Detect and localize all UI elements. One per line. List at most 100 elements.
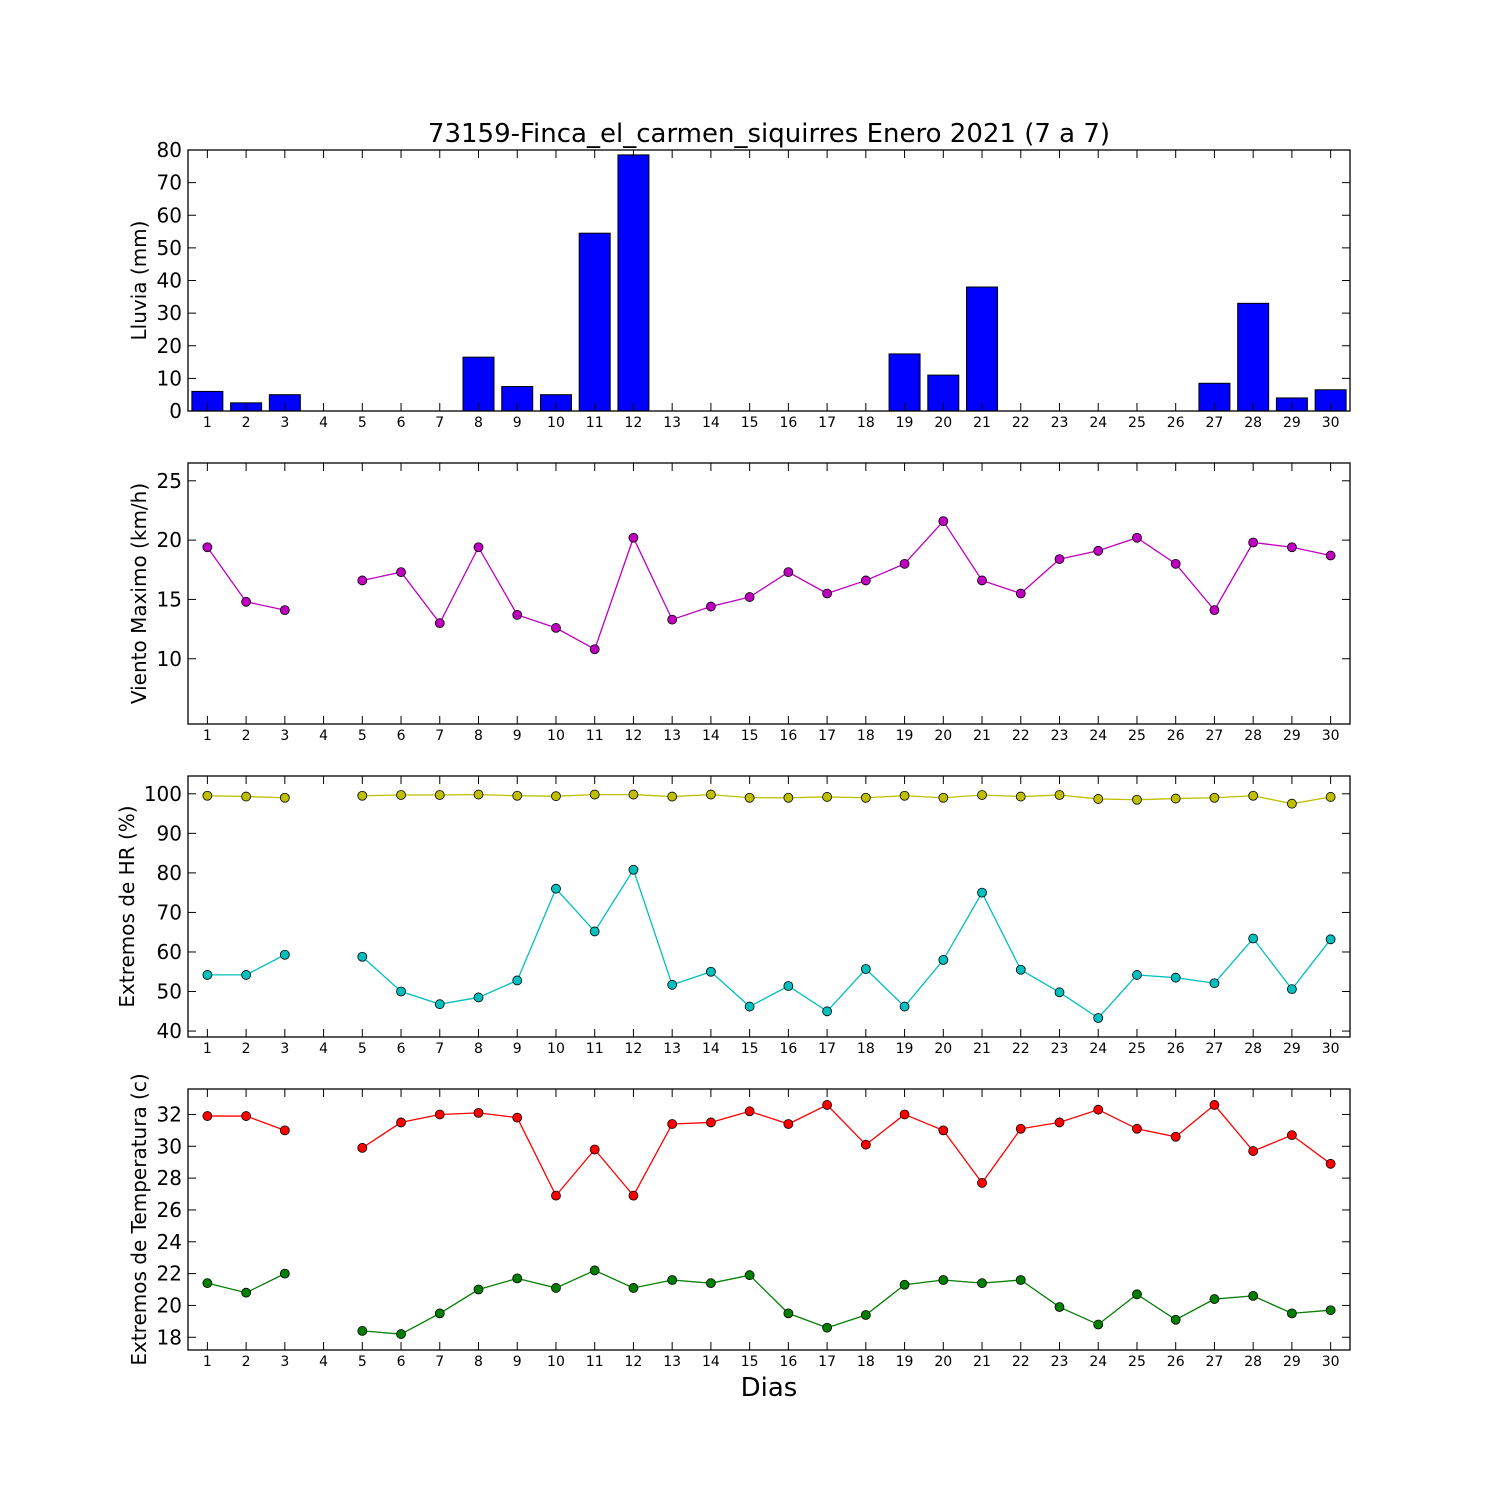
series-1-point-day-23 — [1054, 1117, 1065, 1128]
series-1-point-day-25 — [1132, 532, 1142, 543]
series-1-point-day-19 — [899, 1109, 910, 1120]
series-1-point-day-15 — [744, 1106, 755, 1117]
series-1-point-day-12 — [628, 532, 639, 543]
series-2-point-day-7 — [434, 1308, 445, 1319]
series-2-point-day-17 — [822, 1322, 832, 1333]
ytick-label: 90 — [157, 821, 182, 845]
series-1-point-day-7 — [434, 1109, 445, 1120]
ytick-label: 80 — [157, 138, 182, 162]
plot-frame — [187, 1088, 1351, 1351]
xtick-label: 25 — [1128, 415, 1146, 431]
xtick-label: 26 — [1167, 415, 1185, 431]
xtick-label: 27 — [1206, 1041, 1224, 1057]
series-2-point-day-27 — [1209, 978, 1220, 989]
series-1-point-day-24 — [1093, 1104, 1104, 1115]
series-1-line — [361, 1103, 1332, 1197]
series-1-point-day-11 — [589, 1144, 600, 1155]
series-1-point-day-27 — [1209, 792, 1220, 803]
series-2-point-day-23 — [1054, 1302, 1065, 1312]
xtick-label: 1 — [203, 415, 212, 431]
series-1-point-day-11 — [589, 644, 600, 655]
series-1-point-day-15 — [744, 592, 755, 602]
series-2-point-day-18 — [860, 1310, 871, 1320]
xtick-label: 11 — [586, 415, 604, 431]
series-1-line — [362, 793, 1331, 805]
xtick-label: 6 — [397, 415, 406, 431]
xtick-label: 29 — [1283, 728, 1301, 744]
series-2-point-day-17 — [822, 1006, 832, 1017]
series-2-point-day-13 — [667, 979, 678, 990]
xtick-label: 10 — [547, 1041, 565, 1057]
xtick-label: 30 — [1322, 1354, 1340, 1370]
xtick-label: 21 — [973, 1354, 991, 1370]
series-1-point-day-1 — [202, 542, 213, 553]
xtick-label: 29 — [1283, 1041, 1301, 1057]
series-2-point-day-25 — [1132, 970, 1142, 980]
xtick-label: 9 — [513, 728, 522, 744]
xtick-label: 12 — [625, 1041, 643, 1057]
ytick-label: 30 — [157, 301, 182, 325]
xtick-label: 12 — [625, 728, 643, 744]
series-1-point-day-26 — [1170, 1131, 1181, 1142]
series-1-point-day-23 — [1054, 554, 1065, 564]
series-2-point-day-28 — [1248, 1290, 1259, 1301]
xtick-label: 26 — [1167, 728, 1185, 744]
series-2-point-day-10 — [551, 1283, 561, 1293]
ytick-label: 60 — [157, 203, 182, 227]
xtick-label: 28 — [1244, 1041, 1262, 1057]
ytick-label: 100 — [144, 782, 182, 806]
xtick-label: 4 — [319, 728, 328, 744]
series-1-point-day-3 — [279, 1125, 290, 1136]
xtick-label: 9 — [513, 415, 522, 431]
xtick-label: 13 — [663, 1041, 681, 1057]
series-1-point-day-21 — [977, 1177, 987, 1188]
series-1-point-day-12 — [628, 789, 639, 800]
series-1-point-day-6 — [396, 790, 406, 800]
series-2-point-day-2 — [241, 1287, 252, 1298]
series-1-line — [362, 520, 1331, 651]
series-2-line — [361, 868, 1332, 1019]
series-1-point-day-18 — [860, 1139, 871, 1150]
series-2-point-day-3 — [279, 1268, 290, 1279]
xtick-label: 16 — [779, 1354, 797, 1370]
series-1-point-day-28 — [1248, 790, 1259, 801]
xtick-label: 27 — [1206, 1354, 1224, 1370]
series-2-point-day-29 — [1287, 1308, 1297, 1319]
series-1-point-day-22 — [1015, 791, 1026, 802]
series-2-point-day-25 — [1132, 1289, 1142, 1300]
ytick-label: 40 — [157, 1019, 182, 1043]
series-2-point-day-11 — [589, 1265, 600, 1276]
series-1-point-day-17 — [822, 792, 832, 802]
bar-day-8 — [462, 356, 495, 412]
ytick-label: 22 — [157, 1262, 182, 1286]
xtick-label: 2 — [242, 1354, 251, 1370]
xtick-label: 1 — [203, 728, 212, 744]
series-1-point-day-22 — [1015, 1123, 1026, 1134]
xtick-label: 2 — [242, 1041, 251, 1057]
series-1-point-day-13 — [667, 614, 678, 625]
ytick-label: 18 — [157, 1325, 182, 1349]
series-2-point-day-12 — [628, 1283, 639, 1293]
series-2-point-day-5 — [357, 951, 368, 962]
series-2-point-day-20 — [938, 954, 949, 965]
series-1-point-day-14 — [706, 601, 716, 612]
xtick-label: 24 — [1089, 415, 1107, 431]
xtick-label: 5 — [358, 1041, 367, 1057]
series-1-point-day-17 — [822, 1100, 832, 1110]
ytick-label: 70 — [157, 900, 182, 924]
xtick-label: 19 — [896, 415, 914, 431]
series-2-point-day-3 — [279, 949, 290, 960]
series-2-point-day-19 — [899, 1001, 910, 1012]
series-1-point-day-19 — [899, 558, 910, 569]
xtick-label: 19 — [896, 728, 914, 744]
xtick-label: 21 — [973, 415, 991, 431]
xtick-label: 3 — [280, 415, 289, 431]
ytick-label: 15 — [157, 587, 182, 611]
xtick-label: 8 — [474, 1041, 483, 1057]
series-1-point-day-20 — [938, 1125, 949, 1136]
ytick-label: 10 — [157, 366, 182, 390]
xtick-label: 20 — [934, 728, 952, 744]
xtick-label: 26 — [1167, 1041, 1185, 1057]
